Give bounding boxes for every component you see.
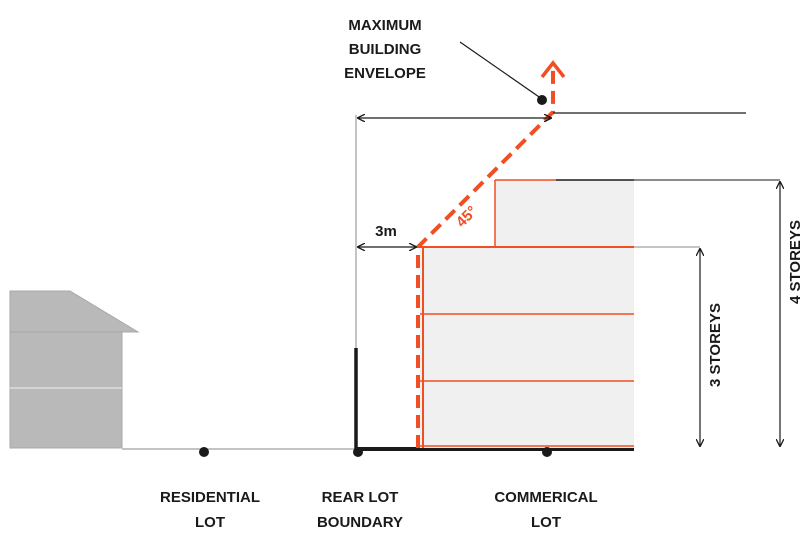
house-walls <box>9 331 123 449</box>
envelope-label-line-2: BUILDING <box>349 41 422 58</box>
fourth-storey <box>495 180 634 247</box>
rear-boundary-label-2: BOUNDARY <box>317 514 403 531</box>
envelope-label-line-1: MAXIMUM <box>348 17 421 34</box>
rear-boundary-label-1: REAR LOT <box>322 489 399 506</box>
commercial-lot-label-2: LOT <box>531 514 561 531</box>
envelope-arrow-head <box>540 60 566 79</box>
house-roof <box>9 290 140 333</box>
residential-lot-label-2: LOT <box>195 514 225 531</box>
three-storeys-label: 3 STOREYS <box>707 303 724 387</box>
commercial-lot-label-1: COMMERICAL <box>494 489 597 506</box>
residential-lot-dot <box>199 447 209 457</box>
rear-boundary-dot <box>353 447 363 457</box>
lower-storeys <box>420 247 634 448</box>
residential-lot-label-1: RESIDENTIAL <box>160 489 260 506</box>
envelope-dashed-line <box>416 68 555 448</box>
envelope-leader-line <box>459 41 543 100</box>
residential-house <box>9 290 140 449</box>
setback-label: 3m <box>375 223 397 240</box>
four-storeys-label: 4 STOREYS <box>787 220 804 304</box>
commercial-lot-dot <box>542 447 552 457</box>
envelope-leader-dot <box>537 95 547 105</box>
angle-label: 45° <box>453 203 481 231</box>
envelope-label-line-3: ENVELOPE <box>344 65 426 82</box>
